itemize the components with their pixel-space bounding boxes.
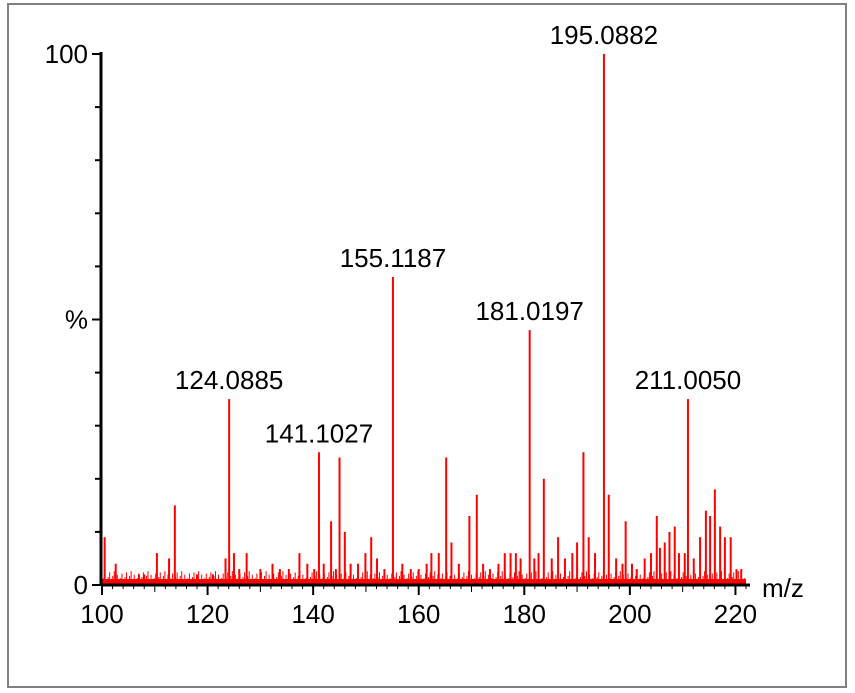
tick-labels: 100 120 140 160 180 200 220 0% 100 <box>45 39 758 629</box>
x-tick-label: 160 <box>397 599 440 629</box>
x-tick-label: 220 <box>714 599 757 629</box>
peak-label: 141.1027 <box>265 418 373 448</box>
x-axis-label: m/z <box>762 573 804 603</box>
x-tick-label: 100 <box>80 599 123 629</box>
peak-label: 195.0882 <box>550 20 658 50</box>
x-tick-label: 140 <box>291 599 334 629</box>
x-tick-label: 120 <box>186 599 229 629</box>
y-tick-label: % <box>65 305 88 335</box>
y-tick-label: 0 <box>74 570 88 600</box>
peak-label: 181.0197 <box>475 296 583 326</box>
peak-label: 211.0050 <box>635 365 742 395</box>
peak-label: 155.1187 <box>340 243 447 273</box>
peak-labels: 124.0885 141.1027 155.1187 181.0197 195.0882… <box>175 20 741 448</box>
tick-marks <box>92 53 747 595</box>
peak-label: 124.0885 <box>175 365 283 395</box>
peak-series <box>103 54 743 585</box>
y-tick-label: 100 <box>45 39 88 69</box>
x-tick-label: 200 <box>608 599 651 629</box>
x-tick-label: 180 <box>503 599 546 629</box>
